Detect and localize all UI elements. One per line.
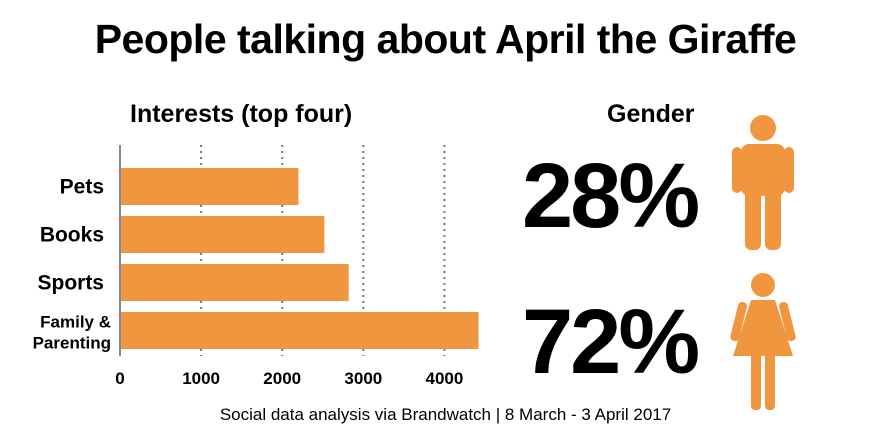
gender-subtitle: Gender — [607, 100, 695, 128]
x-tick-label: 4000 — [426, 369, 464, 388]
bar — [120, 216, 325, 253]
x-tick-label: 3000 — [344, 369, 382, 388]
male-figure-icon — [732, 115, 794, 250]
category-label: Pets — [60, 176, 104, 199]
page-title: People talking about April the Giraffe — [94, 16, 797, 62]
female-figure-icon — [730, 273, 796, 410]
male-percentage: 28% — [522, 145, 700, 247]
x-tick-label: 0 — [115, 369, 124, 388]
bar — [120, 312, 479, 349]
bar — [120, 168, 299, 205]
category-label: Sports — [37, 272, 104, 295]
category-label: Books — [40, 224, 104, 247]
bar — [120, 264, 349, 301]
x-tick-label: 2000 — [263, 369, 301, 388]
source-note: Social data analysis via Brandwatch | 8 … — [219, 405, 672, 424]
female-percentage: 72% — [522, 291, 700, 393]
x-tick-label: 1000 — [182, 369, 220, 388]
interests-subtitle: Interests (top four) — [130, 100, 353, 128]
category-label: Family & Parenting — [33, 313, 111, 353]
